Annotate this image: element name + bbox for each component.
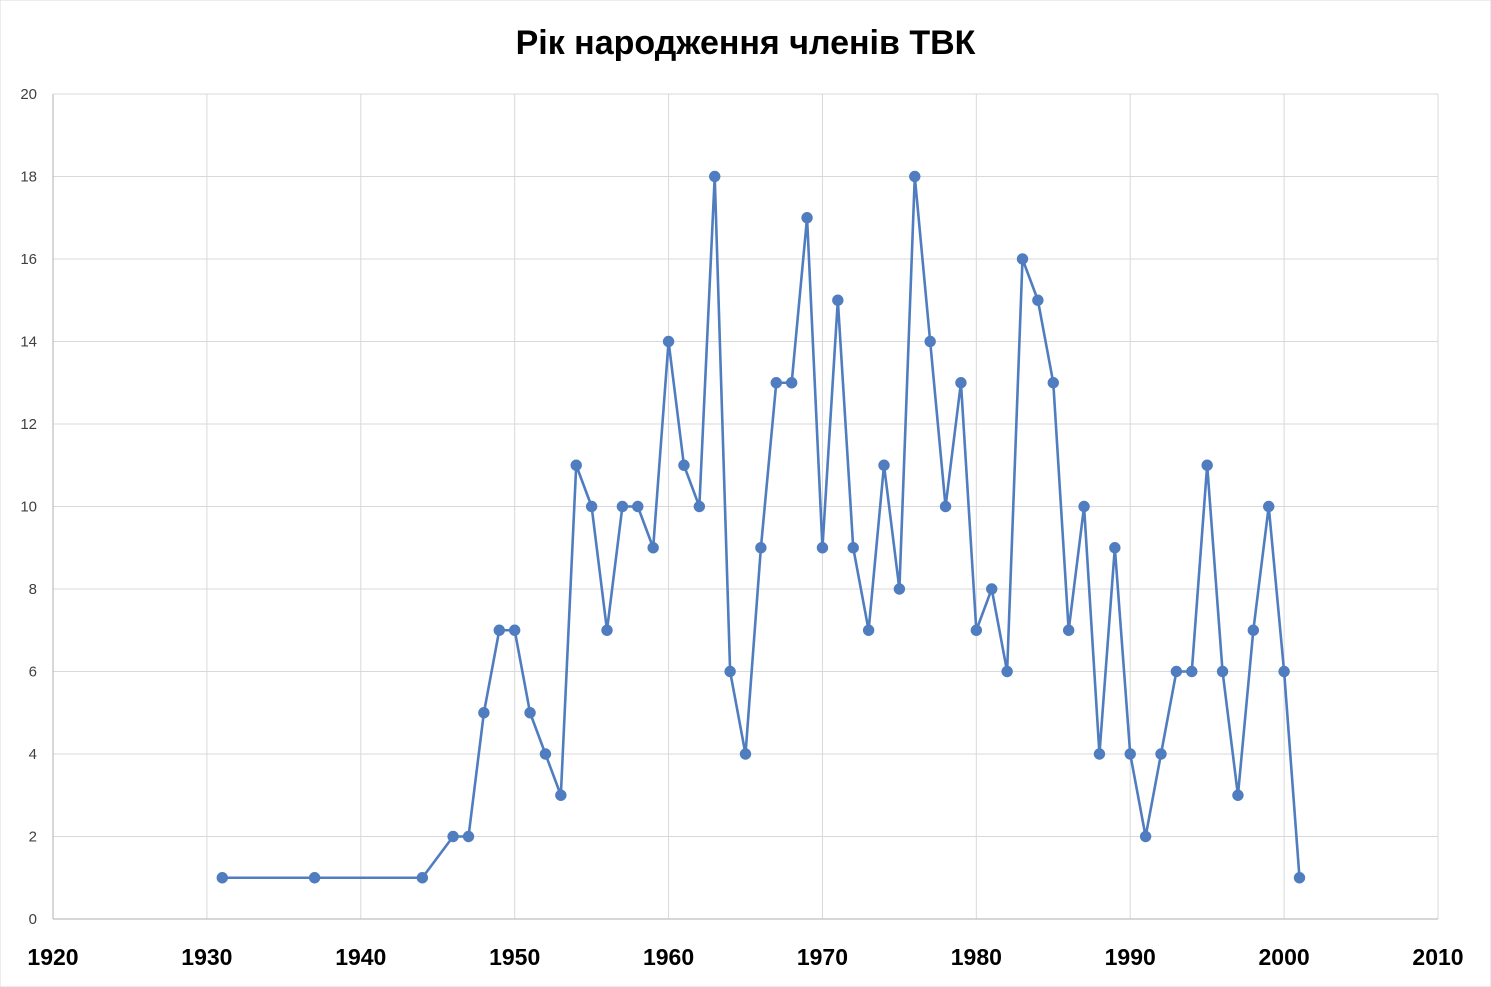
data-point [570,459,582,471]
series-markers [216,170,1306,884]
y-tick-labels: 0 2 4 6 8 10 12 14 16 18 20 [20,86,37,928]
data-point [1047,377,1059,389]
x-tick-label: 1970 [797,944,848,970]
data-point [909,170,921,183]
data-point [1016,253,1029,265]
x-tick-label: 2010 [1412,944,1463,970]
data-point [693,500,706,513]
y-tick-label: 18 [20,169,37,186]
data-point [585,500,598,513]
data-point [478,707,490,719]
y-tick-label: 4 [29,746,37,763]
data-point [1170,665,1183,678]
y-tick-label: 16 [20,251,37,268]
data-point [924,335,936,348]
data-point [1232,789,1244,801]
data-point [862,624,875,636]
chart-title: Рік народження членів ТВК [515,24,976,62]
data-point [816,542,829,554]
data-point [785,377,798,389]
data-point [647,542,659,554]
data-point [1216,665,1229,678]
data-point [893,583,906,595]
data-point [678,459,690,471]
data-point [878,459,890,471]
data-point [1278,665,1290,678]
data-point [939,500,952,513]
data-point [416,872,429,884]
y-tick-label: 14 [20,334,37,351]
data-point [462,830,475,843]
data-point [1093,748,1106,760]
data-point [508,624,521,636]
data-point [770,377,782,389]
series-line [222,175,1301,880]
data-point [1062,624,1075,636]
data-point [709,170,721,183]
data-point [616,500,629,513]
y-tick-label: 0 [29,911,37,928]
data-point [493,624,505,636]
data-point [1263,500,1275,513]
data-point [1109,542,1121,554]
data-point [1124,748,1136,760]
x-tick-label: 1960 [643,944,694,970]
y-tick-label: 6 [29,664,37,681]
data-point [524,707,536,719]
data-point [755,542,767,554]
data-point [986,583,998,595]
data-point [955,377,967,389]
data-point [801,212,813,224]
x-tick-label: 1980 [951,944,1002,970]
x-tick-label: 1950 [489,944,540,970]
y-tick-label: 12 [20,416,37,433]
data-point [1155,748,1167,760]
y-tick-label: 2 [29,829,37,846]
data-point [1001,665,1013,678]
y-tick-label: 8 [29,581,37,598]
data-point [847,542,859,554]
series-line-group [222,175,1301,880]
data-point [1032,294,1044,306]
data-point [1201,459,1213,471]
data-point [832,294,844,306]
data-point [632,500,644,513]
x-tick-label: 1920 [27,944,78,970]
gridlines [53,93,1439,919]
data-point [662,335,675,348]
data-point [216,872,228,884]
data-point [1186,665,1198,678]
x-tick-label: 1990 [1105,944,1156,970]
data-point [1078,500,1090,513]
y-tick-label: 20 [20,86,37,103]
data-point [970,624,983,636]
x-tick-label: 2000 [1259,944,1310,970]
x-tick-labels: 1920 1930 1940 1950 1960 1970 1980 1990 2000 2010 [27,944,1463,970]
x-tick-label: 1940 [335,944,386,970]
axes [52,94,1438,920]
data-point [1139,830,1152,843]
data-point [1247,624,1260,636]
data-point [447,830,459,843]
y-tick-label: 10 [20,499,37,516]
data-point [724,665,736,678]
data-point [308,872,321,884]
data-point [739,748,752,760]
data-point [539,748,552,760]
data-point [555,789,567,801]
data-point [601,624,613,636]
data-point [1293,872,1306,884]
x-tick-label: 1930 [181,944,232,970]
